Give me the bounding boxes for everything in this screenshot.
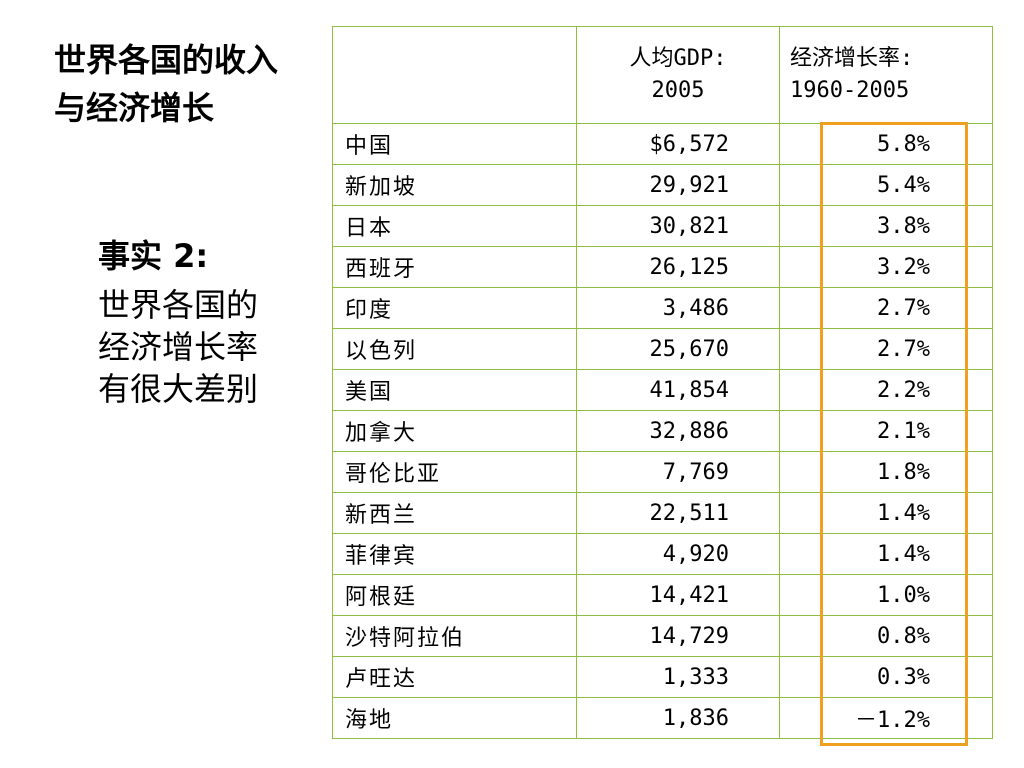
cell-country: 印度 (332, 287, 577, 329)
cell-gdp: 14,729 (576, 615, 780, 657)
table-row: 以色列 25,670 2.7% (332, 328, 993, 370)
table-row: 哥伦比亚 7,769 1.8% (332, 451, 993, 493)
table-row: 西班牙 26,125 3.2% (332, 246, 993, 288)
cell-gdp: 30,821 (576, 205, 780, 247)
cell-country: 沙特阿拉伯 (332, 615, 577, 657)
table-row: 海地 1,836 －1.2% (332, 697, 993, 739)
cell-country: 海地 (332, 697, 577, 739)
table-row: 印度 3,486 2.7% (332, 287, 993, 329)
slide-title: 世界各国的收入与经济增长 (54, 41, 279, 127)
cell-growth: 5.8% (779, 123, 993, 165)
cell-growth: 1.4% (779, 492, 993, 534)
cell-gdp: 32,886 (576, 410, 780, 452)
cell-gdp: 29,921 (576, 164, 780, 206)
cell-growth: 1.8% (779, 451, 993, 493)
table-row: 新加坡 29,921 5.4% (332, 164, 993, 206)
table-row: 中国 $6,572 5.8% (332, 123, 993, 165)
cell-growth: 2.2% (779, 369, 993, 411)
cell-country: 新西兰 (332, 492, 577, 534)
cell-growth: 3.2% (779, 246, 993, 288)
cell-gdp: 25,670 (576, 328, 780, 370)
cell-gdp: 3,486 (576, 287, 780, 329)
table-row: 卢旺达 1,333 0.3% (332, 656, 993, 698)
cell-gdp: $6,572 (576, 123, 780, 165)
cell-growth: 0.3% (779, 656, 993, 698)
cell-gdp: 1,836 (576, 697, 780, 739)
cell-country: 哥伦比亚 (332, 451, 577, 493)
cell-gdp: 22,511 (576, 492, 780, 534)
cell-country: 卢旺达 (332, 656, 577, 698)
table-row: 美国 41,854 2.2% (332, 369, 993, 411)
cell-gdp: 41,854 (576, 369, 780, 411)
cell-growth: 0.8% (779, 615, 993, 657)
cell-growth: 1.4% (779, 533, 993, 575)
fact-heading: 事实 2: (98, 237, 209, 275)
header-gdp: 人均GDP: 2005 (576, 26, 780, 124)
cell-gdp: 4,920 (576, 533, 780, 575)
table-row: 日本 30,821 3.8% (332, 205, 993, 247)
gdp-growth-table: 人均GDP: 2005 经济增长率: 1960-2005 中国 $6,572 5.8… (332, 26, 993, 739)
table-row: 沙特阿拉伯 14,729 0.8% (332, 615, 993, 657)
table-row: 阿根廷 14,421 1.0% (332, 574, 993, 616)
table-row: 菲律宾 4,920 1.4% (332, 533, 993, 575)
cell-country: 日本 (332, 205, 577, 247)
cell-country: 以色列 (332, 328, 577, 370)
header-gdp-line2: 2005 (651, 78, 705, 103)
cell-growth: 2.1% (779, 410, 993, 452)
cell-growth: 3.8% (779, 205, 993, 247)
header-gdp-line1: 人均GDP: (629, 46, 727, 71)
cell-gdp: 26,125 (576, 246, 780, 288)
table-row: 新西兰 22,511 1.4% (332, 492, 993, 534)
table-header-row: 人均GDP: 2005 经济增长率: 1960-2005 (332, 26, 993, 124)
header-growth: 经济增长率: 1960-2005 (779, 26, 993, 124)
fact-body: 世界各国的经济增长率有很大差别 (98, 286, 259, 408)
cell-country: 加拿大 (332, 410, 577, 452)
cell-country: 美国 (332, 369, 577, 411)
header-growth-line2: 1960-2005 (790, 78, 910, 103)
cell-growth: 1.0% (779, 574, 993, 616)
table-row: 加拿大 32,886 2.1% (332, 410, 993, 452)
cell-growth: 5.4% (779, 164, 993, 206)
cell-country: 菲律宾 (332, 533, 577, 575)
cell-country: 西班牙 (332, 246, 577, 288)
table-body: 中国 $6,572 5.8% 新加坡 29,921 5.4% 日本 30,821 3.8% 西班牙… (332, 123, 993, 739)
cell-growth: 2.7% (779, 328, 993, 370)
cell-gdp: 7,769 (576, 451, 780, 493)
cell-gdp: 1,333 (576, 656, 780, 698)
header-country (332, 26, 577, 124)
header-growth-line1: 经济增长率: (790, 46, 914, 71)
cell-country: 阿根廷 (332, 574, 577, 616)
cell-gdp: 14,421 (576, 574, 780, 616)
cell-growth: －1.2% (779, 697, 993, 739)
cell-country: 新加坡 (332, 164, 577, 206)
cell-country: 中国 (332, 123, 577, 165)
cell-growth: 2.7% (779, 287, 993, 329)
